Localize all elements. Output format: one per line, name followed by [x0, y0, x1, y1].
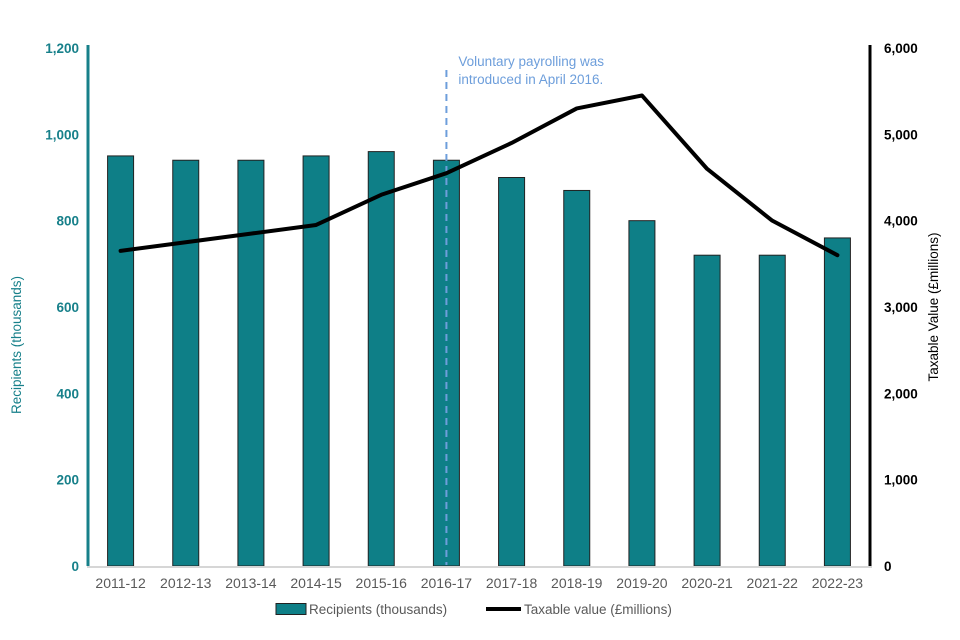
left-axis-title: Recipients (thousands) [9, 276, 24, 414]
x-label-2017-18: 2017-18 [486, 575, 538, 591]
x-label-2022-23: 2022-23 [812, 575, 864, 591]
bar-2018-19 [563, 189, 591, 567]
right-axis-tick-labels: 0 1,000 2,000 3,000 4,000 5,000 6,000 [884, 41, 918, 574]
left-tick-1,000: 1,000 [45, 127, 79, 142]
bar-2013-14 [237, 159, 265, 567]
left-axis-tick-labels: 0 200 400 600 800 1,000 1,200 [45, 41, 79, 574]
legend-bar-swatch-icon [275, 603, 307, 615]
x-label-2021-22: 2021-22 [747, 575, 799, 591]
left-tick-400: 400 [56, 386, 79, 401]
right-tick-3,000: 3,000 [884, 300, 918, 315]
x-label-2016-17: 2016-17 [421, 575, 473, 591]
left-tick-200: 200 [56, 473, 79, 488]
right-tick-2,000: 2,000 [884, 386, 918, 401]
x-label-2015-16: 2015-16 [356, 575, 408, 591]
right-axis-title: Taxable Value (£millions) [926, 232, 941, 381]
bar-2011-12 [107, 155, 135, 567]
right-tick-4,000: 4,000 [884, 214, 918, 229]
bar-2014-15 [302, 155, 330, 567]
x-label-2012-13: 2012-13 [160, 575, 212, 591]
right-tick-6,000: 6,000 [884, 41, 918, 56]
legend-taxable-value-label: Taxable value (£millions) [524, 602, 672, 617]
left-tick-0: 0 [71, 559, 79, 574]
right-tick-5,000: 5,000 [884, 127, 918, 142]
x-label-2014-15: 2014-15 [290, 575, 342, 591]
right-tick-0: 0 [884, 559, 892, 574]
bar-2015-16 [367, 151, 395, 567]
annotation-text-line1: Voluntary payrolling was [458, 54, 604, 69]
left-tick-800: 800 [56, 214, 79, 229]
taxable-value-line [118, 93, 840, 258]
x-label-2018-19: 2018-19 [551, 575, 603, 591]
left-tick-1,200: 1,200 [45, 41, 79, 56]
bar-2022-23 [823, 237, 851, 567]
annotation-text-line2: introduced in April 2016. [458, 72, 603, 87]
x-label-2011-12: 2011-12 [95, 575, 146, 591]
legend-recipients-label: Recipients (thousands) [309, 602, 447, 617]
bar-2017-18 [498, 177, 526, 567]
x-axis-category-labels: 2011-12 2012-13 2013-14 2014-15 2015-16 2016-… [95, 575, 863, 591]
x-label-2013-14: 2013-14 [225, 575, 277, 591]
bar-2012-13 [172, 159, 200, 567]
right-tick-1,000: 1,000 [884, 473, 918, 488]
legend: Recipients (thousands) Taxable value (£m… [275, 602, 672, 617]
bar-2020-21 [693, 254, 721, 567]
bar-2021-22 [758, 254, 786, 567]
left-tick-600: 600 [56, 300, 79, 315]
recipients-bars-series [107, 151, 851, 567]
x-label-2020-21: 2020-21 [681, 575, 733, 591]
x-label-2019-20: 2019-20 [616, 575, 668, 591]
bar-2019-20 [628, 220, 656, 567]
